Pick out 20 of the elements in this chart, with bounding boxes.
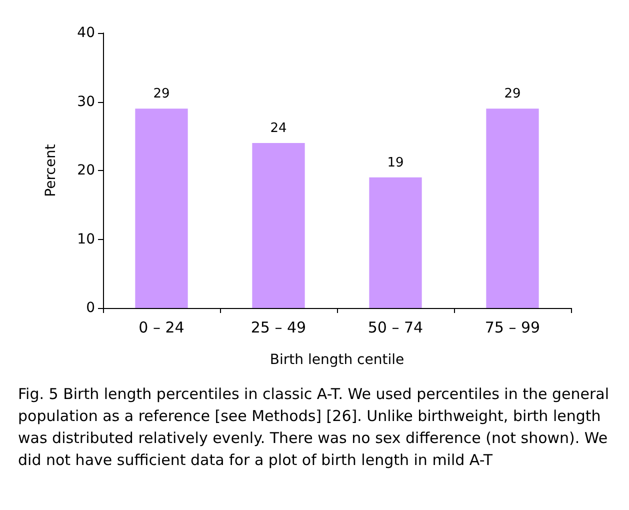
bar <box>135 108 188 308</box>
y-tick-label: 40 <box>77 25 95 41</box>
y-tick-label: 0 <box>86 300 95 316</box>
x-tick-label: 25 – 49 <box>250 318 306 336</box>
x-tick-label: 50 – 74 <box>368 318 424 336</box>
data-label: 19 <box>387 155 404 170</box>
bar <box>486 108 539 308</box>
y-tick-label: 10 <box>77 231 95 248</box>
y-tick-label: 20 <box>77 162 95 178</box>
x-tick-label: 75 – 99 <box>484 318 540 336</box>
bar <box>369 177 422 308</box>
data-label: 29 <box>504 86 521 102</box>
data-label: 29 <box>153 86 170 102</box>
y-tick-label: 30 <box>77 94 95 110</box>
caption: Fig. 5 Birth length percentiles in classic A-T. We used percentiles in the general population as a reference [see Methods] [26]. Unlike birthweight, birth length was distributed relatively evenly. There was no sex difference (not shown). We did not have sufficient data for a plot of birth length in mild A-T <box>17 384 610 471</box>
bar <box>252 143 305 308</box>
x-axis-title: Birth length centile <box>270 352 404 368</box>
x-tick-label: 0 – 24 <box>138 318 184 336</box>
y-axis-title: Percent <box>43 144 59 197</box>
data-label: 24 <box>270 121 287 136</box>
